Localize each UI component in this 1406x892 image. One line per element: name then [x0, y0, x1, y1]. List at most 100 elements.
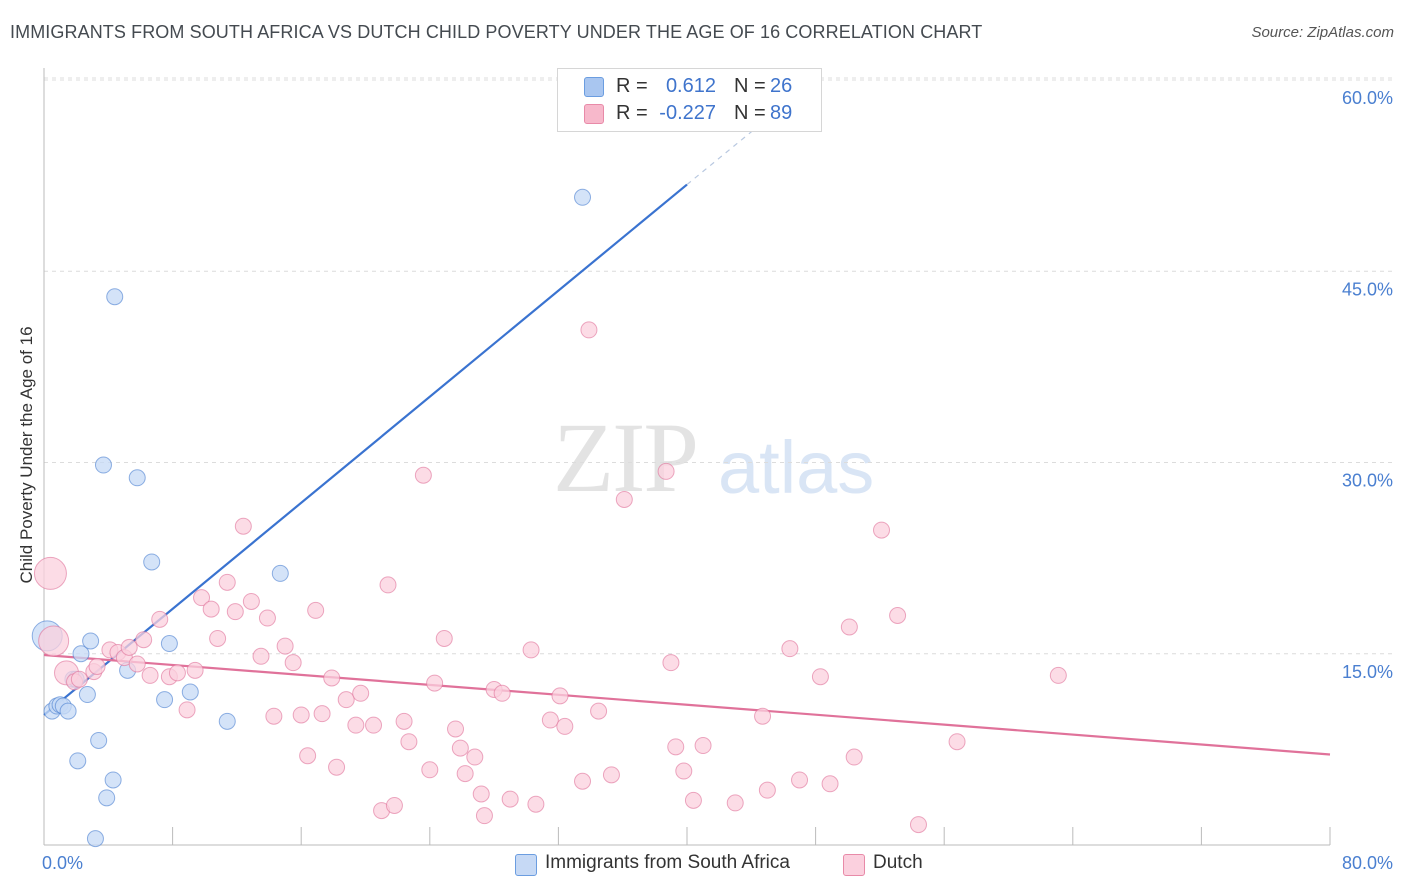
trend-lines [43, 105, 1331, 756]
point-dutch [522, 641, 540, 659]
point-dutch [379, 576, 397, 594]
point-dutch [193, 589, 211, 607]
point-south-africa [271, 564, 289, 582]
point-dutch [456, 765, 474, 783]
point-dutch [580, 321, 598, 339]
point-south-africa [106, 288, 124, 306]
point-dutch [186, 661, 204, 679]
point-south-africa [86, 830, 104, 848]
point-dutch [352, 684, 370, 702]
series-legend: Immigrants from South Africa Dutch [0, 852, 1406, 878]
point-dutch [574, 772, 592, 790]
point-dutch [1049, 666, 1067, 684]
point-dutch [258, 609, 276, 627]
y-tick-label: 60.0% [1342, 88, 1393, 108]
point-dutch [472, 785, 490, 803]
series-swatch-south-africa [515, 854, 537, 876]
point-dutch [141, 666, 159, 684]
point-dutch [667, 738, 685, 756]
point-dutch [202, 600, 220, 618]
source-label: Source: ZipAtlas.com [1251, 24, 1394, 41]
y-tick-label: 30.0% [1342, 471, 1393, 491]
legend-swatch-south-africa [584, 77, 604, 97]
point-south-africa [156, 691, 174, 709]
legend-n-label: N = [734, 75, 766, 97]
point-dutch [218, 573, 236, 591]
point-dutch [845, 748, 863, 766]
point-dutch [323, 669, 341, 687]
point-dutch [501, 790, 519, 808]
point-dutch [242, 592, 260, 610]
point-dutch [447, 720, 465, 738]
point-dutch [590, 702, 608, 720]
point-south-africa [98, 789, 116, 807]
point-dutch [365, 716, 383, 734]
point-south-africa [90, 731, 108, 749]
point-dutch [551, 687, 569, 705]
y-tick-label: 15.0% [1342, 662, 1393, 682]
point-dutch [684, 791, 702, 809]
point-south-africa [181, 683, 199, 701]
point-dutch [451, 739, 469, 757]
point-dutch [781, 640, 799, 658]
tick-labels: 15.0% 30.0% 45.0% 60.0% 0.0% 80.0% [42, 88, 1393, 873]
correlation-legend: R = 0.612 N = 26 R = -0.227 N = 89 [557, 68, 822, 132]
series-label-south-africa: Immigrants from South Africa [545, 852, 790, 873]
point-dutch [168, 664, 186, 682]
point-dutch [840, 618, 858, 636]
point-dutch [821, 775, 839, 793]
point-dutch [292, 706, 310, 724]
x-tick-label: 80.0% [1342, 853, 1393, 873]
point-dutch [466, 748, 484, 766]
legend-row-dutch: R = -0.227 N = 89 [558, 100, 821, 128]
legend-r-label: R = [616, 102, 648, 124]
legend-row-south-africa: R = 0.612 N = 26 [558, 73, 821, 101]
point-south-africa [128, 469, 146, 487]
x-tick-label: 0.0% [42, 853, 83, 873]
point-south-africa [160, 635, 178, 653]
point-dutch [284, 654, 302, 672]
point-dutch [135, 631, 153, 649]
chart-title: IMMIGRANTS FROM SOUTH AFRICA VS DUTCH CH… [10, 22, 983, 42]
legend-r-value: 0.612 [665, 75, 716, 97]
point-dutch [615, 490, 633, 508]
point-dutch [758, 781, 776, 799]
point-dutch [662, 654, 680, 672]
axes [43, 68, 1331, 846]
legend-r-label: R = [616, 75, 648, 97]
point-dutch [657, 462, 675, 480]
point-dutch [889, 607, 907, 624]
point-dutch [493, 684, 511, 702]
point-dutch [178, 701, 196, 719]
point-dutch [328, 758, 346, 776]
point-dutch [265, 707, 283, 725]
point-dutch [38, 625, 70, 657]
point-dutch [151, 610, 169, 628]
grid-lines [44, 77, 1395, 655]
point-dutch [791, 771, 809, 789]
point-dutch [602, 766, 620, 784]
point-dutch [299, 747, 317, 765]
point-dutch [33, 556, 67, 590]
point-dutch [128, 655, 146, 673]
point-dutch [754, 707, 772, 725]
legend-n-label: N = [734, 102, 766, 124]
series-label-dutch: Dutch [873, 852, 923, 873]
point-dutch [70, 670, 88, 688]
legend-n-value: 89 [770, 102, 793, 124]
point-dutch [120, 638, 138, 656]
point-dutch [873, 521, 891, 539]
point-dutch [400, 733, 418, 751]
point-south-africa [104, 771, 122, 789]
point-dutch [948, 733, 966, 751]
y-tick-label: 45.0% [1342, 279, 1393, 299]
point-dutch [726, 794, 744, 812]
point-dutch [276, 637, 294, 655]
point-dutch [811, 668, 829, 686]
data-points [31, 188, 1067, 848]
point-dutch [694, 737, 712, 755]
point-dutch [421, 761, 439, 779]
point-dutch [252, 647, 270, 665]
point-dutch [209, 629, 227, 647]
